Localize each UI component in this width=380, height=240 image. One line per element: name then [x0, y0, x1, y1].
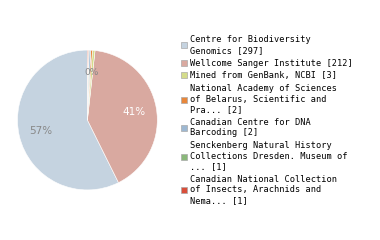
Wedge shape — [87, 50, 91, 120]
Text: 0%: 0% — [84, 68, 99, 77]
Wedge shape — [87, 50, 95, 120]
Text: 57%: 57% — [30, 126, 53, 136]
Text: 41%: 41% — [123, 107, 146, 117]
Wedge shape — [87, 50, 89, 120]
Wedge shape — [87, 50, 157, 183]
Legend: Centre for Biodiversity
Genomics [297], Wellcome Sanger Institute [212], Mined f: Centre for Biodiversity Genomics [297], … — [179, 34, 354, 206]
Wedge shape — [87, 50, 92, 120]
Wedge shape — [17, 50, 119, 190]
Wedge shape — [87, 50, 88, 120]
